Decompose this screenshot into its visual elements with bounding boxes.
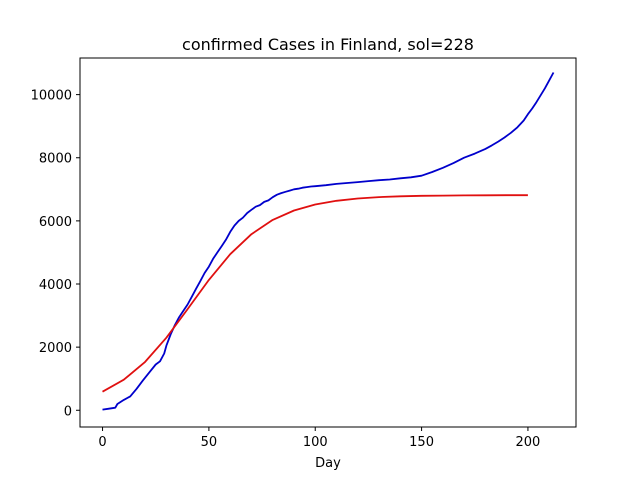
series-line-2 (102, 194, 528, 393)
y-tick-label: 10000 (31, 89, 72, 104)
y-tick-label: 2000 (39, 341, 72, 356)
x-tick-label: 50 (201, 435, 218, 450)
x-tick-label: 100 (303, 435, 328, 450)
x-axis-ticks: 0 50 100 150 200 (98, 427, 540, 450)
x-tick-label: 200 (516, 435, 541, 450)
y-tick-label: 6000 (39, 215, 72, 230)
y-tick-label: 8000 (39, 152, 72, 167)
chart-title: confirmed Cases in Finland, sol=228 (182, 35, 474, 54)
series-line-1 (102, 72, 555, 411)
axes-frame (79, 57, 577, 428)
x-axis-label: Day (315, 456, 341, 471)
x-tick-label: 0 (98, 435, 106, 450)
plot-area (102, 72, 555, 411)
y-tick-label: 0 (64, 404, 72, 419)
x-tick-label: 150 (409, 435, 434, 450)
y-tick-label: 4000 (39, 278, 72, 293)
y-axis-ticks: 0 2000 4000 6000 8000 10000 (31, 89, 80, 419)
